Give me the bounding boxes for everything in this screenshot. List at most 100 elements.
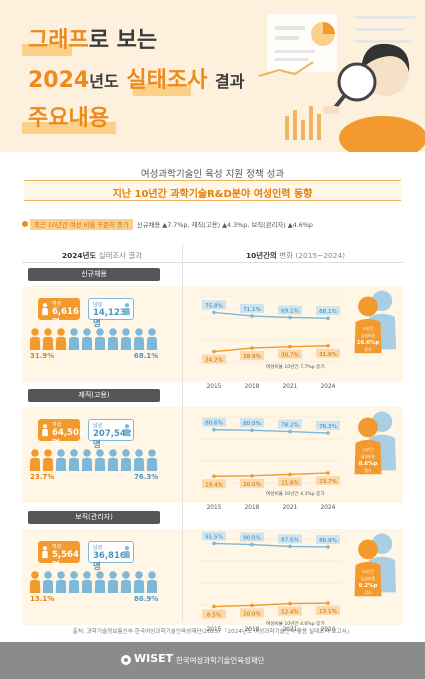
divider: [22, 262, 403, 263]
trend-note: 여성비율 10년간 7.7%p 증가: [266, 363, 325, 370]
male-person-icon: [107, 449, 119, 471]
title-text: 로 보는: [88, 28, 158, 53]
male-person-icon: [120, 449, 132, 471]
female-person-icon: [29, 449, 41, 471]
male-person-icon: [55, 449, 67, 471]
female-count-pill: 여성 6,616명: [38, 298, 80, 328]
male-person-icon: [146, 571, 158, 593]
series-line-남성: [213, 311, 329, 319]
female-person-icon: [42, 449, 54, 471]
female-person-icon: [42, 424, 48, 437]
summary-text: 신규채용 ▲7.7%p, 재직(고용) ▲4.3%p, 보직(관리자) ▲4.6…: [136, 220, 313, 229]
x-tick-label: 2018: [245, 384, 260, 390]
male-percent: 68.1%: [134, 352, 159, 360]
title-accent: 그래프: [28, 28, 89, 53]
wiset-logo-icon: [121, 655, 131, 665]
x-tick-label: 2015: [207, 384, 222, 390]
male-person-icon: [94, 571, 106, 593]
male-person-icon: [107, 571, 119, 593]
source-note: 출처: 과학기술정보통신부·한국여성과학기술인육성재단(2025) 「2024년…: [72, 629, 353, 635]
data-point: [326, 601, 330, 605]
data-point: [288, 472, 292, 477]
data-point: [250, 474, 254, 478]
column-divider: [182, 244, 183, 622]
female-silhouette-icon: [354, 539, 382, 597]
male-person-icon: [94, 449, 106, 471]
title-highlight: [133, 84, 191, 96]
data-point: [212, 427, 216, 432]
female-silhouette-icon: [354, 296, 382, 354]
female-person-icon: [29, 571, 41, 593]
data-point: [212, 310, 216, 315]
data-label-bg: [202, 531, 226, 541]
data-label: 10.0%: [243, 611, 261, 617]
data-label-bg: [316, 475, 340, 485]
footer-logo: WISET: [134, 652, 174, 665]
male-person-icon: [120, 571, 132, 593]
header-text: 실태조사 결과: [98, 251, 142, 260]
male-count: 36,816명: [93, 551, 126, 572]
title-line-2: 2024년도 실태조사 결과: [28, 70, 244, 92]
data-label-bg: [278, 534, 302, 544]
data-point: [250, 346, 254, 350]
female-person-icon: [42, 328, 54, 350]
female-person-icon: [55, 328, 67, 350]
data-point: [212, 541, 216, 546]
data-label-bg: [240, 478, 264, 488]
data-label: 8.5%: [207, 613, 221, 619]
series-line-남성: [213, 429, 329, 434]
female-person-icon: [42, 546, 48, 559]
series-line-남성: [213, 542, 329, 548]
data-label-bg: [278, 606, 302, 616]
data-label-bg: [202, 354, 226, 364]
data-label: 71.1%: [243, 307, 261, 313]
female-percent: 31.9%: [30, 352, 55, 360]
title-highlight: [22, 122, 116, 134]
x-tick-label: 2015: [207, 505, 222, 511]
title-highlight: [22, 44, 72, 56]
left-column-header: 2024년도 실태조사 결과: [62, 250, 142, 261]
header-year: 2024년도: [62, 251, 97, 260]
data-point: [288, 429, 292, 434]
data-point: [250, 428, 254, 432]
person-icon-row: [29, 328, 158, 350]
male-count: 14,123명: [93, 308, 126, 329]
data-point: [212, 349, 216, 354]
title-line-3: 주요내용: [28, 108, 109, 130]
data-point: [250, 542, 254, 547]
x-tick-label: 2024: [321, 627, 336, 633]
female-percent: 23.7%: [30, 473, 55, 481]
data-point: [212, 604, 216, 609]
data-label: 30.7%: [281, 353, 299, 359]
data-label: 80.0%: [243, 421, 261, 427]
male-person-icon: [146, 328, 158, 350]
male-count-pill: 남성 14,123명: [88, 298, 134, 329]
male-label: 남성: [93, 545, 103, 551]
hero-banner: 그래프로 보는 2024년도 실태조사 결과 주요내용: [0, 0, 425, 152]
title-accent: 주요내용: [28, 106, 109, 131]
data-point: [326, 431, 330, 435]
title-accent: 실태조사: [126, 68, 208, 93]
male-person-icon: [133, 449, 145, 471]
title-text: 년도: [89, 72, 119, 91]
data-point: [250, 314, 254, 318]
female-person-icon: [29, 328, 41, 350]
female-count: 5,564명: [52, 550, 79, 571]
line-chart: 80.6% 80.0% 78.2% 76.3% 19.4% 20.0% 21.8% 23.7%…: [200, 416, 342, 511]
badge-text: 9.2%p: [359, 583, 378, 589]
data-label-bg: [240, 608, 264, 618]
data-label-bg: [240, 303, 264, 313]
female-count: 64,502명: [52, 428, 85, 449]
badge-text: 10년간: [362, 447, 374, 452]
data-label-bg: [278, 477, 302, 487]
x-tick-label: 2024: [321, 505, 336, 511]
female-person-icon: [42, 303, 48, 316]
male-person-icon: [81, 571, 93, 593]
data-point: [326, 471, 330, 475]
data-label-bg: [316, 348, 340, 358]
male-person-icon: [94, 328, 106, 350]
data-label-bg: [278, 419, 302, 429]
female-count-pill: 여성 5,564명: [38, 541, 80, 571]
